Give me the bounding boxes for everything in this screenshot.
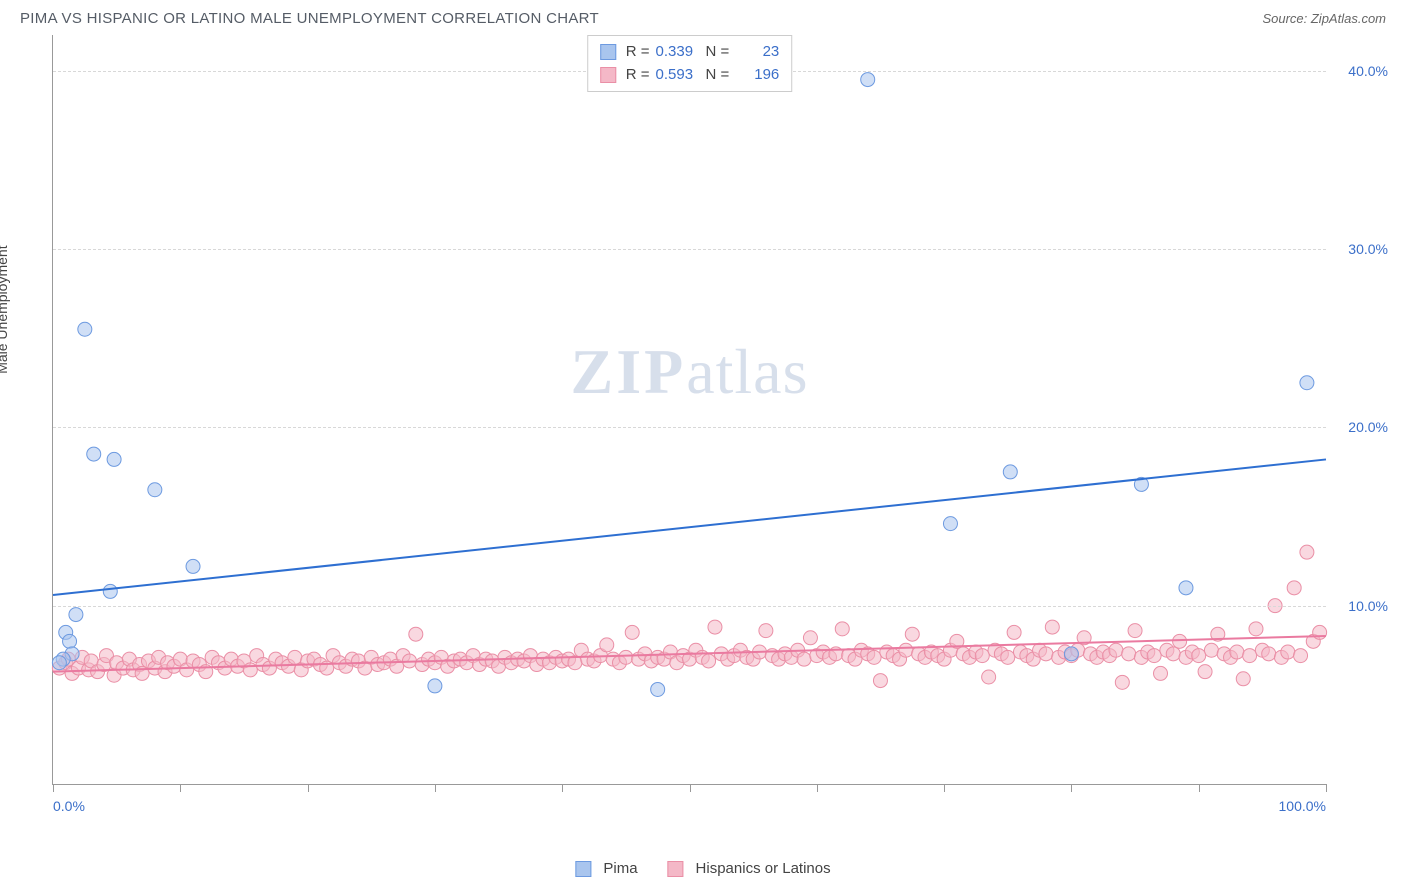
data-point — [1003, 465, 1017, 479]
data-point — [651, 682, 665, 696]
data-point — [708, 620, 722, 634]
chart-container: PIMA VS HISPANIC OR LATINO MALE UNEMPLOY… — [10, 10, 1396, 882]
data-point — [1166, 647, 1180, 661]
data-point — [69, 608, 83, 622]
data-point — [1039, 647, 1053, 661]
swatch-pima — [575, 861, 591, 877]
y-tick-label: 40.0% — [1348, 63, 1388, 79]
legend-item-hispanic: Hispanics or Latinos — [668, 860, 831, 877]
stats-row-pima: R = 0.339 N = 23 — [600, 41, 780, 64]
data-point — [103, 584, 117, 598]
y-axis-label: Male Unemployment — [0, 245, 10, 373]
data-point — [625, 625, 639, 639]
data-point — [1236, 672, 1250, 686]
data-point — [63, 634, 77, 648]
swatch-hispanic — [600, 67, 616, 83]
data-point — [409, 627, 423, 641]
data-point — [1001, 650, 1015, 664]
data-point — [1262, 647, 1276, 661]
n-label: N = — [706, 41, 730, 64]
data-point — [1064, 647, 1078, 661]
swatch-hispanic — [668, 861, 684, 877]
bottom-legend: Pima Hispanics or Latinos — [575, 860, 830, 877]
data-point — [600, 638, 614, 652]
data-point — [428, 679, 442, 693]
data-point — [52, 656, 66, 670]
stats-legend: R = 0.339 N = 23 R = 0.593 N = 196 — [587, 35, 793, 92]
r-value-hispanic: 0.593 — [656, 64, 700, 87]
y-tick-label: 20.0% — [1348, 419, 1388, 435]
data-point — [1128, 624, 1142, 638]
data-point — [1173, 634, 1187, 648]
data-point — [943, 517, 957, 531]
source-attribution: Source: ZipAtlas.com — [1262, 11, 1386, 26]
plot-wrapper: Male Unemployment R = 0.339 N = 23 R = 0… — [10, 35, 1396, 825]
data-point — [243, 663, 257, 677]
data-point — [1179, 581, 1193, 595]
data-point — [835, 622, 849, 636]
data-point — [797, 652, 811, 666]
data-point — [1281, 645, 1295, 659]
data-point — [288, 650, 302, 664]
title-row: PIMA VS HISPANIC OR LATINO MALE UNEMPLOY… — [10, 10, 1396, 35]
n-value-pima: 23 — [735, 41, 779, 64]
data-point — [899, 643, 913, 657]
n-value-hispanic: 196 — [735, 64, 779, 87]
data-point — [1147, 649, 1161, 663]
data-point — [873, 674, 887, 688]
data-point — [1115, 675, 1129, 689]
data-point — [982, 670, 996, 684]
data-point — [975, 649, 989, 663]
data-point — [905, 627, 919, 641]
data-point — [803, 631, 817, 645]
data-point — [1007, 625, 1021, 639]
legend-label-pima: Pima — [603, 860, 637, 877]
y-tick-label: 30.0% — [1348, 241, 1388, 257]
n-label: N = — [706, 64, 730, 87]
y-tick-label: 10.0% — [1348, 598, 1388, 614]
data-point — [619, 650, 633, 664]
data-point — [861, 73, 875, 87]
data-point — [1300, 376, 1314, 390]
data-point — [1192, 649, 1206, 663]
data-point — [1230, 645, 1244, 659]
data-point — [1294, 649, 1308, 663]
data-point — [1243, 649, 1257, 663]
data-point — [1287, 581, 1301, 595]
data-point — [1154, 666, 1168, 680]
data-point — [78, 322, 92, 336]
legend-label-hispanic: Hispanics or Latinos — [696, 860, 831, 877]
swatch-pima — [600, 44, 616, 60]
data-point — [759, 624, 773, 638]
data-point — [1198, 665, 1212, 679]
r-label: R = — [626, 64, 650, 87]
data-point — [1122, 647, 1136, 661]
r-label: R = — [626, 41, 650, 64]
data-point — [107, 452, 121, 466]
trend-line — [53, 459, 1326, 595]
legend-item-pima: Pima — [575, 860, 637, 877]
data-point — [1313, 625, 1327, 639]
data-point — [1249, 622, 1263, 636]
x-tick-label: 0.0% — [53, 798, 85, 814]
stats-row-hispanic: R = 0.593 N = 196 — [600, 64, 780, 87]
data-point — [87, 447, 101, 461]
plot-area: R = 0.339 N = 23 R = 0.593 N = 196 ZIPat… — [52, 35, 1326, 785]
x-tick-label: 100.0% — [1279, 798, 1326, 814]
data-point — [1045, 620, 1059, 634]
data-point — [1109, 643, 1123, 657]
scatter-plot — [53, 35, 1326, 784]
data-point — [148, 483, 162, 497]
data-point — [1300, 545, 1314, 559]
r-value-pima: 0.339 — [656, 41, 700, 64]
data-point — [867, 650, 881, 664]
data-point — [1204, 643, 1218, 657]
chart-title: PIMA VS HISPANIC OR LATINO MALE UNEMPLOY… — [20, 10, 599, 27]
data-point — [186, 559, 200, 573]
data-point — [702, 654, 716, 668]
